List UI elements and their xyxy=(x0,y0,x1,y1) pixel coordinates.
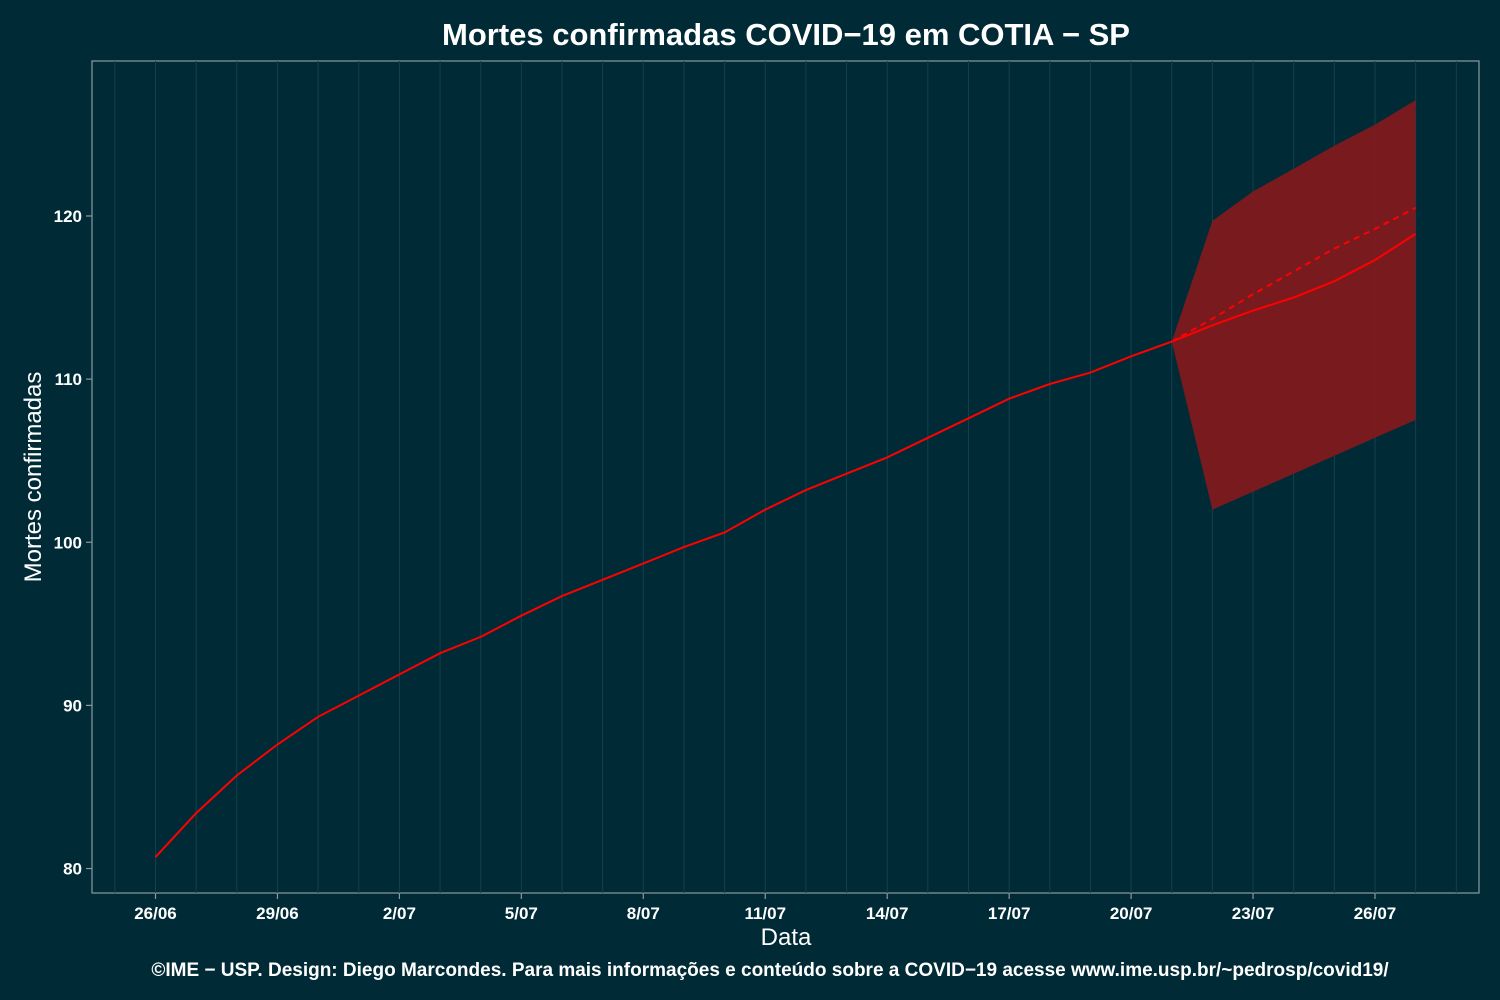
x-tick-label: 23/07 xyxy=(1232,904,1275,923)
x-tick-label: 17/07 xyxy=(988,904,1031,923)
y-tick-label: 90 xyxy=(63,696,82,715)
chart-title: Mortes confirmadas COVID−19 em COTIA − S… xyxy=(442,17,1130,52)
series-line-forecast xyxy=(1171,233,1417,343)
x-tick-label: 26/06 xyxy=(134,904,177,923)
x-axis-title: Data xyxy=(761,924,812,951)
y-tick-label: 80 xyxy=(63,860,82,879)
grid-lines xyxy=(114,61,1457,893)
x-tick-label: 2/07 xyxy=(383,904,416,923)
y-tick-label: 120 xyxy=(54,207,82,226)
y-tick-label: 100 xyxy=(54,533,82,552)
series-lines xyxy=(154,206,1417,858)
y-tick-label: 110 xyxy=(55,370,82,389)
x-tick-label: 8/07 xyxy=(627,904,660,923)
x-tick-label: 26/07 xyxy=(1354,904,1397,923)
confidence-band xyxy=(1171,100,1416,510)
x-axis-ticks: 26/06 29/06 2/07 5/07 8/07 11/07 14/07 17/07 20/… xyxy=(134,893,1396,923)
x-tick-label: 11/07 xyxy=(744,904,786,923)
x-tick-label: 14/07 xyxy=(866,904,909,923)
caption: ©IME − USP. Design: Diego Marcondes. Par… xyxy=(151,960,1389,981)
x-tick-label: 20/07 xyxy=(1110,904,1153,923)
confidence-band-group xyxy=(1171,100,1416,510)
x-tick-label: 29/06 xyxy=(256,904,299,923)
series-line-observed xyxy=(154,340,1173,858)
y-axis-ticks: 80 90 100 110 120 xyxy=(54,207,92,879)
x-tick-label: 5/07 xyxy=(505,904,538,923)
series-line-forecast-alternative xyxy=(1171,206,1417,343)
y-axis-title: Mortes confirmadas xyxy=(20,372,47,583)
